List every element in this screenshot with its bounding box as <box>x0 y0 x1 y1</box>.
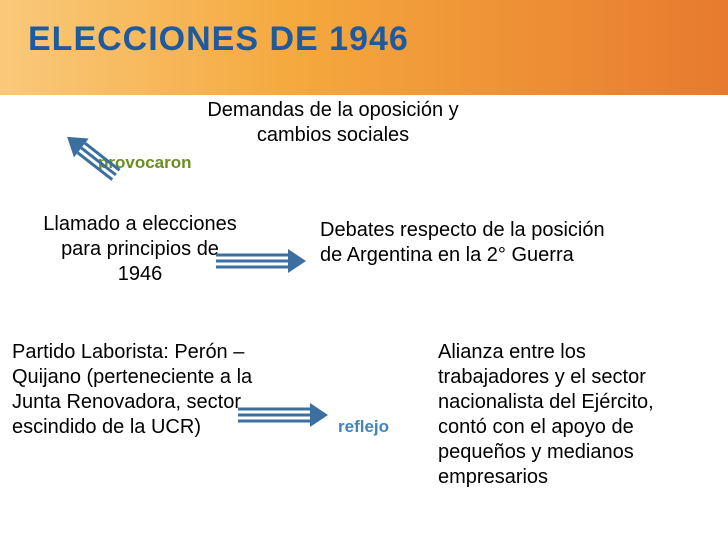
text-block-b7: Alianza entre los trabajadores y el sect… <box>438 340 688 490</box>
text-block-b3: Llamado a elecciones para principios de … <box>40 212 240 287</box>
arrow-a2 <box>216 246 306 281</box>
text-block-b6: reflejo <box>338 416 418 437</box>
text-block-b5: Partido Laborista: Perón – Quijano (pert… <box>12 340 262 440</box>
page-title: ELECCIONES DE 1946 <box>28 20 409 59</box>
arrow-a3 <box>238 400 328 435</box>
arrow-a1 <box>58 121 128 187</box>
text-block-b1: Demandas de la oposición y cambios socia… <box>168 98 498 148</box>
text-block-b4: Debates respecto de la posición de Argen… <box>320 218 620 268</box>
